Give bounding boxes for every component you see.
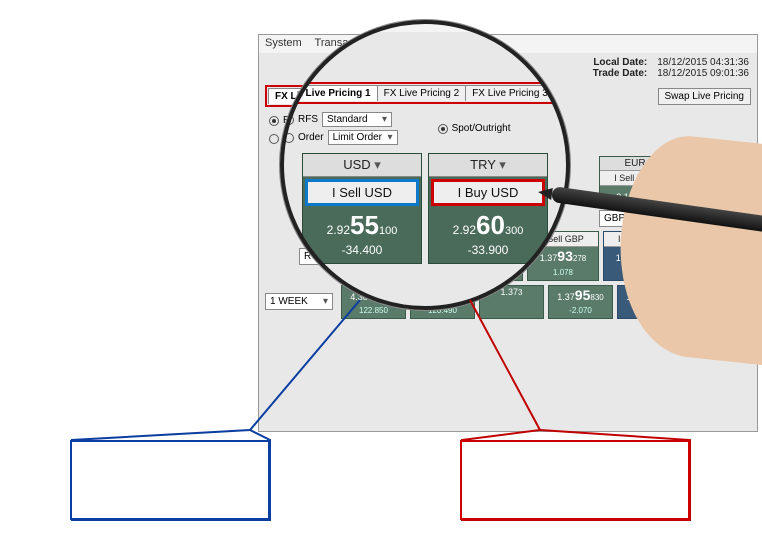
buy-button[interactable]: I Buy USD xyxy=(433,181,543,204)
radio-rfs[interactable] xyxy=(269,116,279,126)
radio-order[interactable] xyxy=(269,134,279,144)
sell-sub: -34.400 xyxy=(303,243,421,263)
radio-spot-mag[interactable] xyxy=(438,124,448,134)
ccy-select-left[interactable]: USD xyxy=(303,154,421,177)
local-date-label: Local Date: xyxy=(593,57,647,68)
tab-fx1-mag[interactable]: FX Live Pricing 1 xyxy=(283,85,378,101)
sell-price: 2.9255100 xyxy=(303,208,421,243)
local-date-value: 18/12/2015 04:31:36 xyxy=(657,57,749,68)
sell-tile[interactable]: USD I Sell USD 2.9255100 -34.400 xyxy=(302,153,422,264)
ccy-select-right[interactable]: TRY xyxy=(429,154,547,177)
tab-fx3-mag[interactable]: FX Live Pricing 3 xyxy=(465,85,555,101)
spot-label: Spot/Outright xyxy=(452,123,511,134)
period-select-2[interactable]: 1 WEEK xyxy=(265,293,333,310)
buy-sub: -33.900 xyxy=(429,243,547,263)
rfs-label: RFS xyxy=(298,114,318,125)
select-standard-mag[interactable]: Standard xyxy=(322,112,392,127)
trade-date-label: Trade Date: xyxy=(593,68,647,79)
radio-order-mag[interactable] xyxy=(284,133,294,143)
select-limit-mag[interactable]: Limit Order xyxy=(328,130,398,145)
buy-price: 2.9260300 xyxy=(429,208,547,243)
menu-transact-mag: Transactic xyxy=(330,20,380,28)
magnifier: System Transactic FX Live Pricing 1 FX L… xyxy=(280,20,570,310)
callout-buy xyxy=(460,440,690,520)
price-sub: -2.070 xyxy=(549,305,612,318)
price-sub: 1.078 xyxy=(528,267,598,280)
sell-button[interactable]: I Sell USD xyxy=(307,181,417,204)
tab-fx2-mag[interactable]: FX Live Pricing 2 xyxy=(377,85,467,101)
tab-swap[interactable]: Swap Live Pricing xyxy=(658,88,751,105)
tile[interactable]: 1.3795830 -2.070 xyxy=(548,285,613,319)
buy-tile[interactable]: TRY I Buy USD 2.9260300 -33.900 xyxy=(428,153,548,264)
callout-sell xyxy=(70,440,270,520)
menu-system-mag: System xyxy=(280,20,317,28)
trade-date-value: 18/12/2015 09:01:36 xyxy=(657,68,749,79)
order-label: Order xyxy=(298,132,324,143)
radio-rfs-mag[interactable] xyxy=(284,115,294,125)
price: 1.3795830 xyxy=(549,286,612,305)
